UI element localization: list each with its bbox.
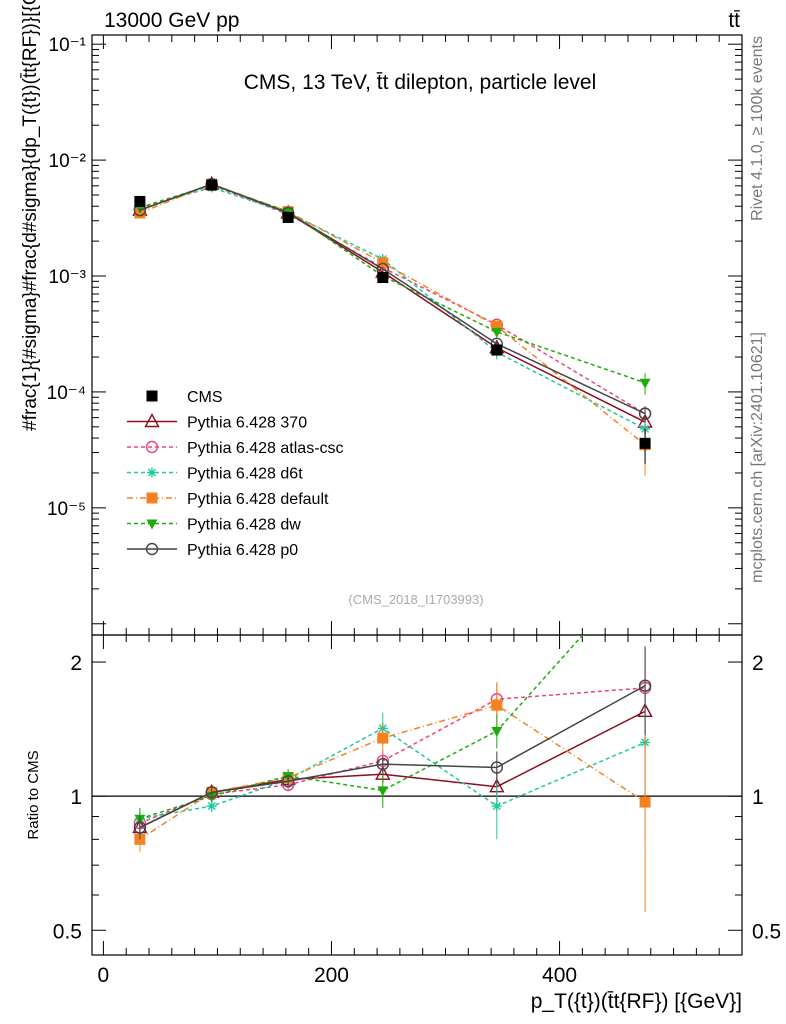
ratio-y-tick-label-left: 2 [70, 652, 82, 675]
chart-title: CMS, 13 TeV, t̄t dilepton, particle leve… [244, 71, 597, 94]
ratio-line-p0 [139, 685, 646, 829]
series-line-default [139, 183, 646, 446]
legend-label: CMS [187, 389, 223, 406]
x-tick-label: 400 [542, 964, 577, 987]
ratio-point-p0 [376, 757, 389, 771]
series-line-d6t [139, 186, 646, 430]
x-tick-label: 0 [98, 964, 110, 987]
ratio-point-dw [640, 561, 651, 571]
data-point-dw [639, 378, 651, 389]
ratio-point-d6t [491, 801, 502, 812]
ratio-point-p0 [281, 775, 295, 788]
legend: CMS Pythia 6.428 370 Pythia 6.428 atlas-cs… [127, 389, 344, 559]
data-point-p0 [638, 407, 652, 420]
legend-label: Pythia 6.428 d6t [187, 466, 303, 483]
legend-entry-CMS: CMS [146, 389, 223, 406]
legend-marker [145, 440, 159, 454]
y-tick-label: 10⁻³ [49, 267, 87, 288]
ratio-point-default [491, 699, 503, 711]
legend-entry-dw: Pythia 6.428 dw [127, 517, 301, 534]
ratio-point-p0 [133, 821, 147, 834]
ratio-line-d6t [139, 727, 646, 820]
main-series-group [132, 175, 653, 476]
ratio-point-default [377, 732, 389, 744]
legend-marker [145, 542, 159, 556]
ratio-point-d6t [206, 801, 217, 812]
ratio-axis-ticks: 0.5 0.5 1 1 2 2 0 200 400 [53, 635, 781, 987]
ratio-y-tick-label-left: 0.5 [53, 920, 82, 943]
series-dw [134, 180, 651, 395]
ratio-point-dw [491, 727, 503, 738]
ratio-series-dw [134, 561, 651, 830]
legend-label: Pythia 6.428 atlas-csc [187, 440, 344, 457]
data-point-dw [491, 327, 503, 338]
main-y-axis-label: #frac{1}{#sigma}#frac{d#sigma}{dp_T({t})… [20, 0, 41, 431]
series-line-atlas-csc [139, 184, 646, 415]
ratio-point-p0 [205, 786, 218, 799]
data-point-CMS [134, 195, 146, 207]
header-right: tt̄ [728, 9, 740, 32]
ratio-series-group [132, 561, 653, 912]
ratio-line-atlas-csc [139, 687, 646, 824]
y-tick-label: 10⁻⁵ [47, 499, 86, 520]
ratio-y-tick-label-right: 2 [752, 652, 764, 675]
ratio-point-p0 [638, 679, 652, 692]
legend-label: Pythia 6.428 370 [187, 415, 307, 432]
ratio-point-dw [377, 786, 389, 797]
x-tick-label: 200 [314, 964, 349, 987]
data-point-CMS [639, 437, 651, 449]
data-point-CMS [377, 272, 389, 284]
legend-entry-d6t: Pythia 6.428 d6t [127, 466, 303, 483]
legend-label: Pythia 6.428 dw [187, 517, 301, 534]
analysis-watermark: (CMS_2018_I1703993) [348, 592, 483, 607]
data-point-CMS [491, 344, 503, 356]
ratio-series-p0 [133, 646, 652, 840]
legend-marker [146, 492, 158, 504]
data-point-CMS [206, 179, 218, 191]
ratio-series-d6t [134, 680, 651, 840]
ratio-frame [91, 634, 743, 956]
ratio-line-dw [139, 635, 584, 820]
ratio-clip-group [132, 561, 653, 912]
legend-marker [146, 519, 158, 530]
legend-entry-atlas-csc: Pythia 6.428 atlas-csc [127, 440, 344, 457]
legend-entry-p0: Pythia 6.428 p0 [127, 542, 298, 559]
ratio-point-p0 [490, 761, 504, 774]
mcplots-label: mcplots.cern.ch [arXiv:2401.10621] [749, 332, 766, 583]
ratio-y-axis-label: Ratio to CMS [25, 750, 42, 839]
ratio-line-370 [139, 710, 646, 829]
ratio-y-tick-label-right: 0.5 [752, 920, 781, 943]
y-tick-label: 10⁻⁴ [47, 383, 86, 404]
x-axis-label: p_T({t})(t̄t{RF}) [{GeV}] [531, 990, 742, 1013]
y-tick-label: 10⁻¹ [49, 35, 87, 56]
series-CMS [134, 179, 651, 464]
ratio-line-default [139, 704, 646, 840]
ratio-y-tick-label-left: 1 [70, 786, 82, 809]
data-point-default [491, 320, 503, 332]
main-axis-ticks: 10⁻¹ 10⁻² 10⁻³ 10⁻⁴ 10⁻⁵ [47, 35, 742, 635]
series-line-dw [139, 184, 646, 384]
series-line-p0 [139, 183, 646, 415]
header-left: 13000 GeV pp [104, 9, 239, 32]
legend-entry-default: Pythia 6.428 default [127, 491, 329, 508]
legend-marker [144, 413, 160, 428]
legend-marker [147, 467, 157, 478]
rivet-label: Rivet 4.1.0, ≥ 100k events [749, 36, 766, 221]
y-tick-label: 10⁻² [49, 151, 87, 172]
legend-label: Pythia 6.428 default [187, 491, 329, 508]
ratio-y-tick-label-right: 1 [752, 786, 764, 809]
series-line-370 [139, 183, 646, 423]
ratio-point-default [639, 796, 651, 808]
legend-entry-370: Pythia 6.428 370 [127, 413, 307, 432]
legend-marker [146, 390, 158, 402]
data-point-CMS [282, 211, 294, 223]
legend-label: Pythia 6.428 p0 [187, 542, 298, 559]
